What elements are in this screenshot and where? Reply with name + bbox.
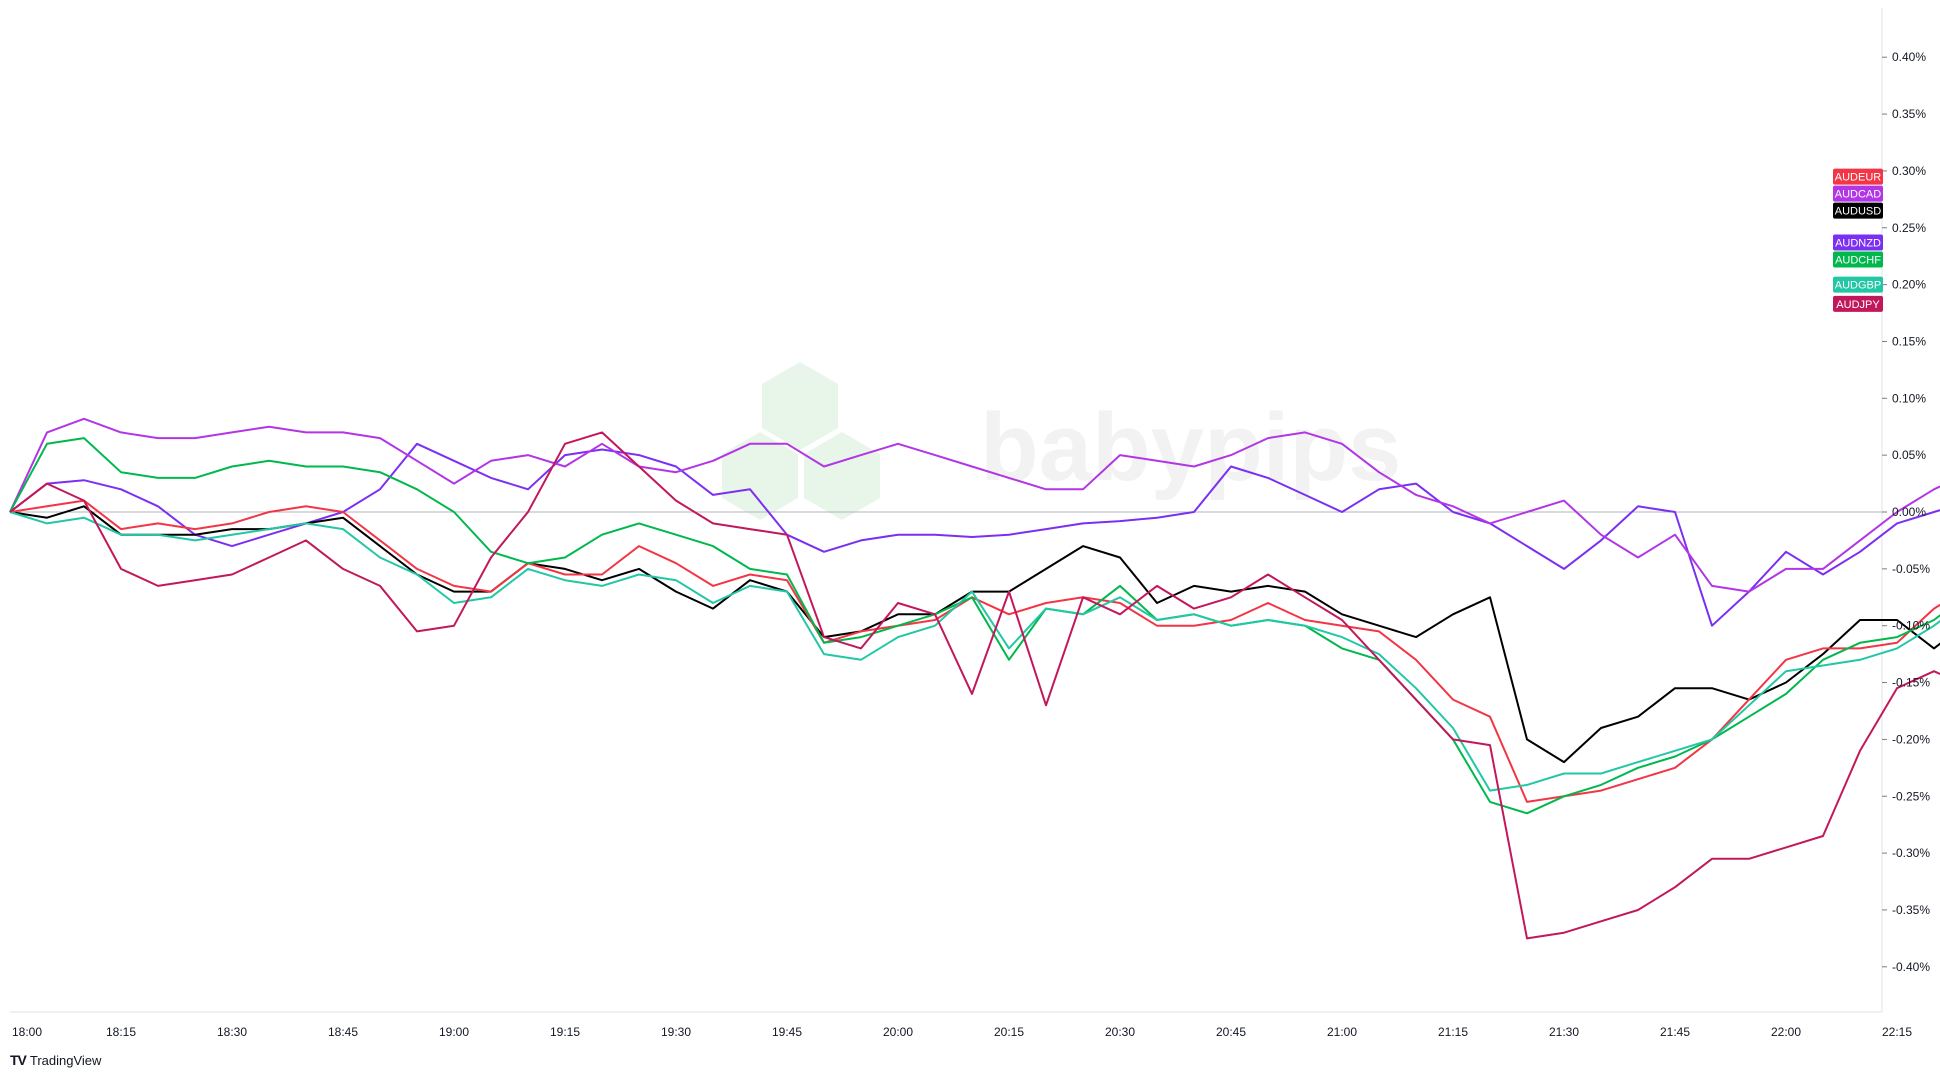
series-line-audnzd	[9, 442, 1940, 627]
legend-label-audcad: AUDCAD	[1835, 189, 1882, 201]
babypips-watermark: babypips	[722, 362, 1401, 520]
x-tick-label: 21:45	[1660, 1025, 1690, 1039]
x-tick-label: 19:45	[772, 1025, 802, 1039]
x-tick-label: 22:15	[1882, 1025, 1912, 1039]
legend-label-audnzd: AUDNZD	[1835, 238, 1881, 250]
y-tick-label: 0.25%	[1892, 221, 1926, 235]
y-tick-label: -0.40%	[1892, 960, 1930, 974]
y-tick-label: -0.05%	[1892, 562, 1930, 576]
series-line-audcad	[9, 417, 1940, 593]
legend-badge-audusd	[1833, 202, 1883, 219]
tradingview-branding[interactable]: TV TradingView	[10, 1052, 101, 1068]
y-tick-label: -0.35%	[1892, 903, 1930, 917]
tradingview-logo-icon: TV	[10, 1052, 27, 1068]
y-tick-label: -0.25%	[1892, 789, 1930, 803]
x-tick-label: 21:15	[1438, 1025, 1468, 1039]
series-line-audgbp	[9, 511, 1940, 792]
y-tick-label: 0.00%	[1892, 505, 1926, 519]
legend-badge-audeur	[1833, 168, 1883, 185]
legend-badge-audnzd	[1833, 234, 1883, 251]
series-line-audjpy	[9, 431, 1940, 940]
y-tick-label: 0.35%	[1892, 107, 1926, 121]
x-tick-label: 19:00	[439, 1025, 469, 1039]
x-tick-label: 20:00	[883, 1025, 913, 1039]
watermark-hex-2	[722, 432, 798, 520]
x-tick-label: 21:30	[1549, 1025, 1579, 1039]
legend-badge-audgbp	[1833, 276, 1883, 293]
y-tick-label: 0.05%	[1892, 448, 1926, 462]
legend-badge-audjpy	[1833, 295, 1883, 312]
y-tick-label: 0.20%	[1892, 278, 1926, 292]
x-tick-label: 21:00	[1327, 1025, 1357, 1039]
legend-badge-audcad	[1833, 185, 1883, 202]
x-tick-label: 22:00	[1771, 1025, 1801, 1039]
watermark-hex-1	[762, 362, 838, 450]
x-tick-label: 18:45	[328, 1025, 358, 1039]
x-tick-label: 20:30	[1105, 1025, 1135, 1039]
legend-label-audgbp: AUDGBP	[1835, 280, 1881, 292]
series-line-audusd	[9, 505, 1940, 764]
x-tick-label: 19:15	[550, 1025, 580, 1039]
y-tick-label: -0.30%	[1892, 846, 1930, 860]
series-legend: AUDEUR AUDCAD AUDUSD AUDNZD AUDCHF AUDGBP AUDJ…	[1833, 168, 1883, 312]
y-tick-label: 0.15%	[1892, 334, 1926, 348]
watermark-hex-3	[804, 432, 880, 520]
y-tick-label: 0.40%	[1892, 50, 1926, 64]
legend-label-audjpy: AUDJPY	[1836, 299, 1880, 311]
legend-label-audchf: AUDCHF	[1835, 255, 1881, 267]
time-axis[interactable]: 18:00 18:15 18:30 18:45 19:00 19:15 19:30 19:45…	[12, 1025, 1940, 1039]
x-tick-label: 18:30	[217, 1025, 247, 1039]
legend-label-audusd: AUDUSD	[1835, 206, 1882, 218]
series-line-audchf	[9, 437, 1940, 815]
x-tick-label: 20:15	[994, 1025, 1024, 1039]
series-layer[interactable]	[9, 108, 1940, 940]
x-tick-label: 18:15	[106, 1025, 136, 1039]
y-tick-label: -0.15%	[1892, 676, 1930, 690]
watermark-text: babypips	[980, 394, 1401, 501]
y-tick-label: 0.10%	[1892, 391, 1926, 405]
x-tick-label: 20:45	[1216, 1025, 1246, 1039]
x-tick-label: 19:30	[661, 1025, 691, 1039]
tradingview-logo-text: TradingView	[29, 1052, 102, 1068]
legend-badge-audchf	[1833, 251, 1883, 268]
y-tick-label: -0.20%	[1892, 732, 1930, 746]
price-axis[interactable]: 0.40% 0.35% 0.30% 0.25% 0.20% 0.15% 0.10% 0.05%…	[1882, 50, 1930, 974]
x-tick-label: 18:00	[12, 1025, 42, 1039]
legend-label-audeur: AUDEUR	[1835, 172, 1882, 184]
y-tick-label: -0.10%	[1892, 619, 1930, 633]
series-line-audeur	[9, 499, 1940, 803]
y-tick-label: 0.30%	[1892, 164, 1926, 178]
